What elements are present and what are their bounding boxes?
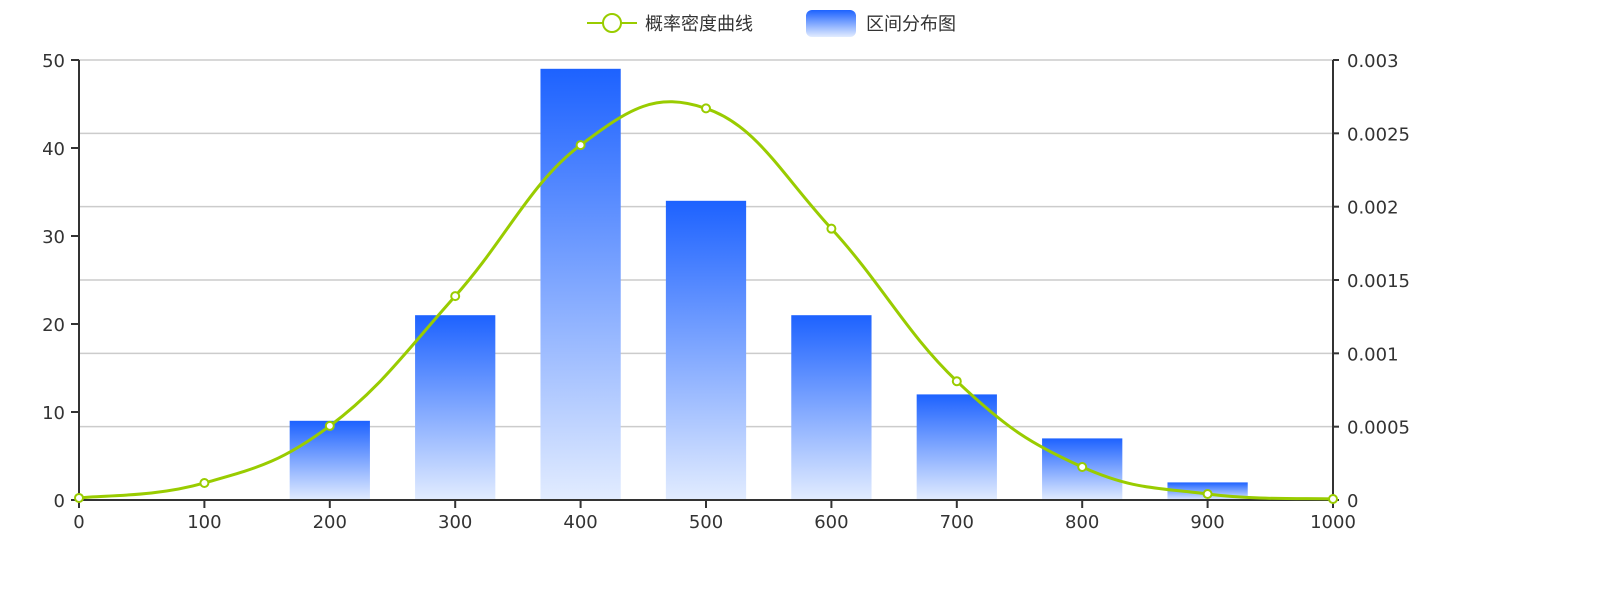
density-point [199,477,210,488]
y-right-tick-label: 0.0025 [1347,124,1410,145]
y-left-tick-label: 30 [42,227,65,248]
y-left-tick-label: 0 [54,491,65,512]
line-series [74,100,1338,504]
legend-line-icon [602,13,622,33]
legend-label-histogram: 区间分布图 [866,14,956,35]
x-tick-label: 700 [940,512,974,533]
density-point [1328,493,1338,504]
x-tick-label: 100 [187,512,221,533]
y-right-tick-label: 0 [1347,491,1358,512]
x-tick-label: 300 [438,512,472,533]
x-tick-label: 200 [313,512,347,533]
axes: 0 0.0005 0.001 0.0015 0.002 0.0025 0.003 0 10 20 3… [42,51,1410,533]
legend-item-histogram[interactable]: 区间分布图 [806,10,956,37]
density-point [74,492,84,503]
density-point [1202,488,1213,499]
y-right-tick-label: 0.0015 [1347,271,1410,292]
bar [916,394,997,500]
y-right-tick-label: 0.002 [1347,198,1399,219]
bar [665,200,747,501]
y-left-tick-label: 50 [42,51,65,72]
legend-bar-icon [806,10,856,37]
bar [415,315,496,500]
bar-series [289,68,1248,501]
legend-label-density: 概率密度曲线 [645,14,753,35]
density-point [1077,462,1088,472]
y-right-tick-label: 0.003 [1347,51,1399,72]
y-right-tick-label: 0.0005 [1347,418,1410,439]
x-tick-label: 1000 [1310,512,1356,533]
density-point [826,223,837,234]
x-tick-label: 500 [689,512,723,533]
legend-item-density[interactable]: 概率密度曲线 [587,13,753,35]
y-left-tick-label: 40 [42,139,65,160]
density-point [951,376,962,387]
bar [791,315,872,500]
y-left-tick-label: 20 [42,315,65,336]
legend[interactable]: 概率密度曲线 区间分布图 [587,10,956,37]
x-tick-label: 800 [1065,512,1099,533]
density-point [450,291,461,302]
x-tick-label: 600 [814,512,848,533]
density-point [575,140,586,151]
x-tick-label: 900 [1190,512,1224,533]
y-left-tick-label: 10 [42,403,65,424]
density-point [324,420,335,431]
bar [289,420,370,500]
bar [540,68,621,501]
x-tick-label: 0 [73,512,84,533]
y-right-tick-label: 0.001 [1347,344,1399,365]
density-point [701,103,711,114]
x-tick-label: 400 [563,512,597,533]
